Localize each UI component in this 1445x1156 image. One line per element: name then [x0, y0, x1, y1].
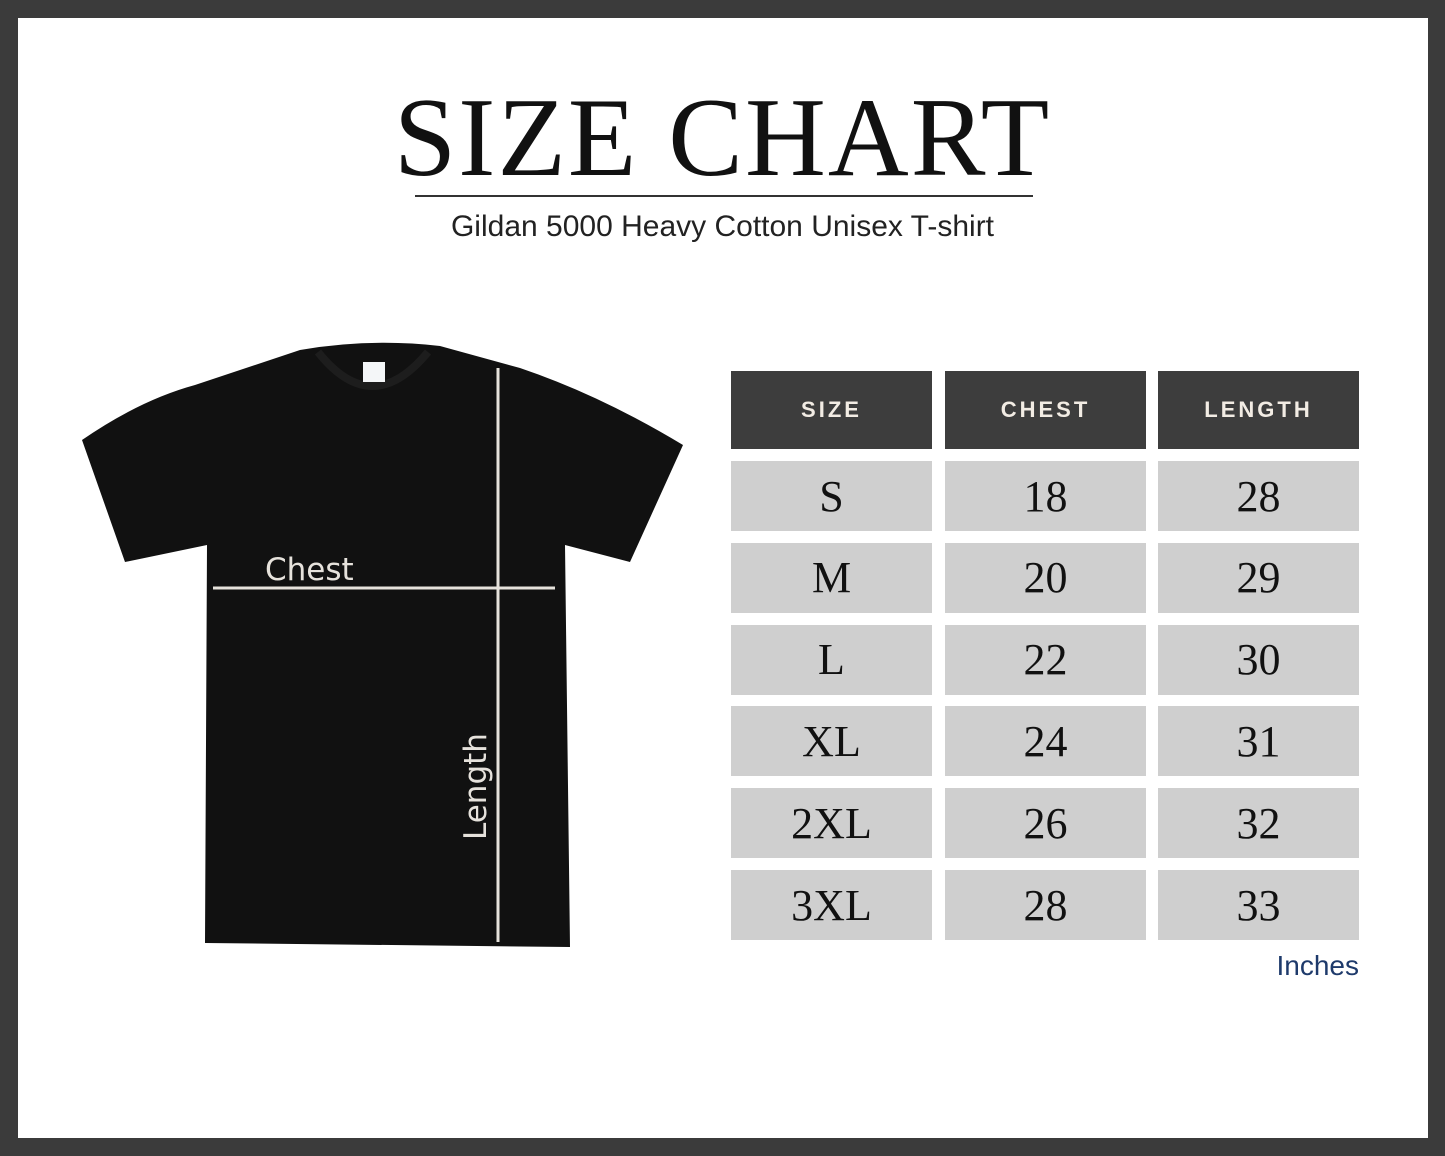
tshirt-illustration: [82, 342, 683, 947]
table-cell-length: 28: [1158, 461, 1359, 531]
table-cell-size: S: [731, 461, 932, 531]
table-cell-length: 30: [1158, 624, 1359, 695]
subtitle: Gildan 5000 Heavy Cotton Unisex T-shirt: [450, 210, 995, 243]
table-cell-chest: 18: [945, 461, 1146, 531]
header-chest: CHEST: [945, 371, 1146, 449]
table-cell-size: 2XL: [731, 788, 932, 859]
tshirt-collar: [314, 349, 432, 390]
tshirt-tag: [363, 362, 385, 382]
title-divider: [415, 195, 1033, 197]
table-cell-size: L: [731, 624, 932, 695]
unit-label: Inches: [1276, 950, 1360, 981]
table-cell-chest: 26: [945, 788, 1146, 859]
table-cell-length: 31: [1158, 706, 1359, 777]
table-cell-chest: 22: [945, 624, 1146, 695]
header-length: LENGTH: [1158, 371, 1359, 449]
table-cell-chest: 20: [945, 542, 1146, 613]
length-label: Length: [458, 733, 494, 840]
table-cell-chest: 24: [945, 706, 1146, 777]
header-size: SIZE: [731, 371, 932, 449]
table-cell-chest: 28: [945, 870, 1146, 940]
table-cell-size: 3XL: [731, 870, 932, 940]
table-cell-length: 29: [1158, 542, 1359, 613]
table-cell-length: 32: [1158, 788, 1359, 859]
page-title: SIZE CHART: [393, 76, 1052, 200]
chest-label: Chest: [265, 552, 354, 588]
table-cell-size: XL: [731, 706, 932, 777]
table-cell-length: 33: [1158, 870, 1359, 940]
table-cell-size: M: [731, 542, 932, 613]
